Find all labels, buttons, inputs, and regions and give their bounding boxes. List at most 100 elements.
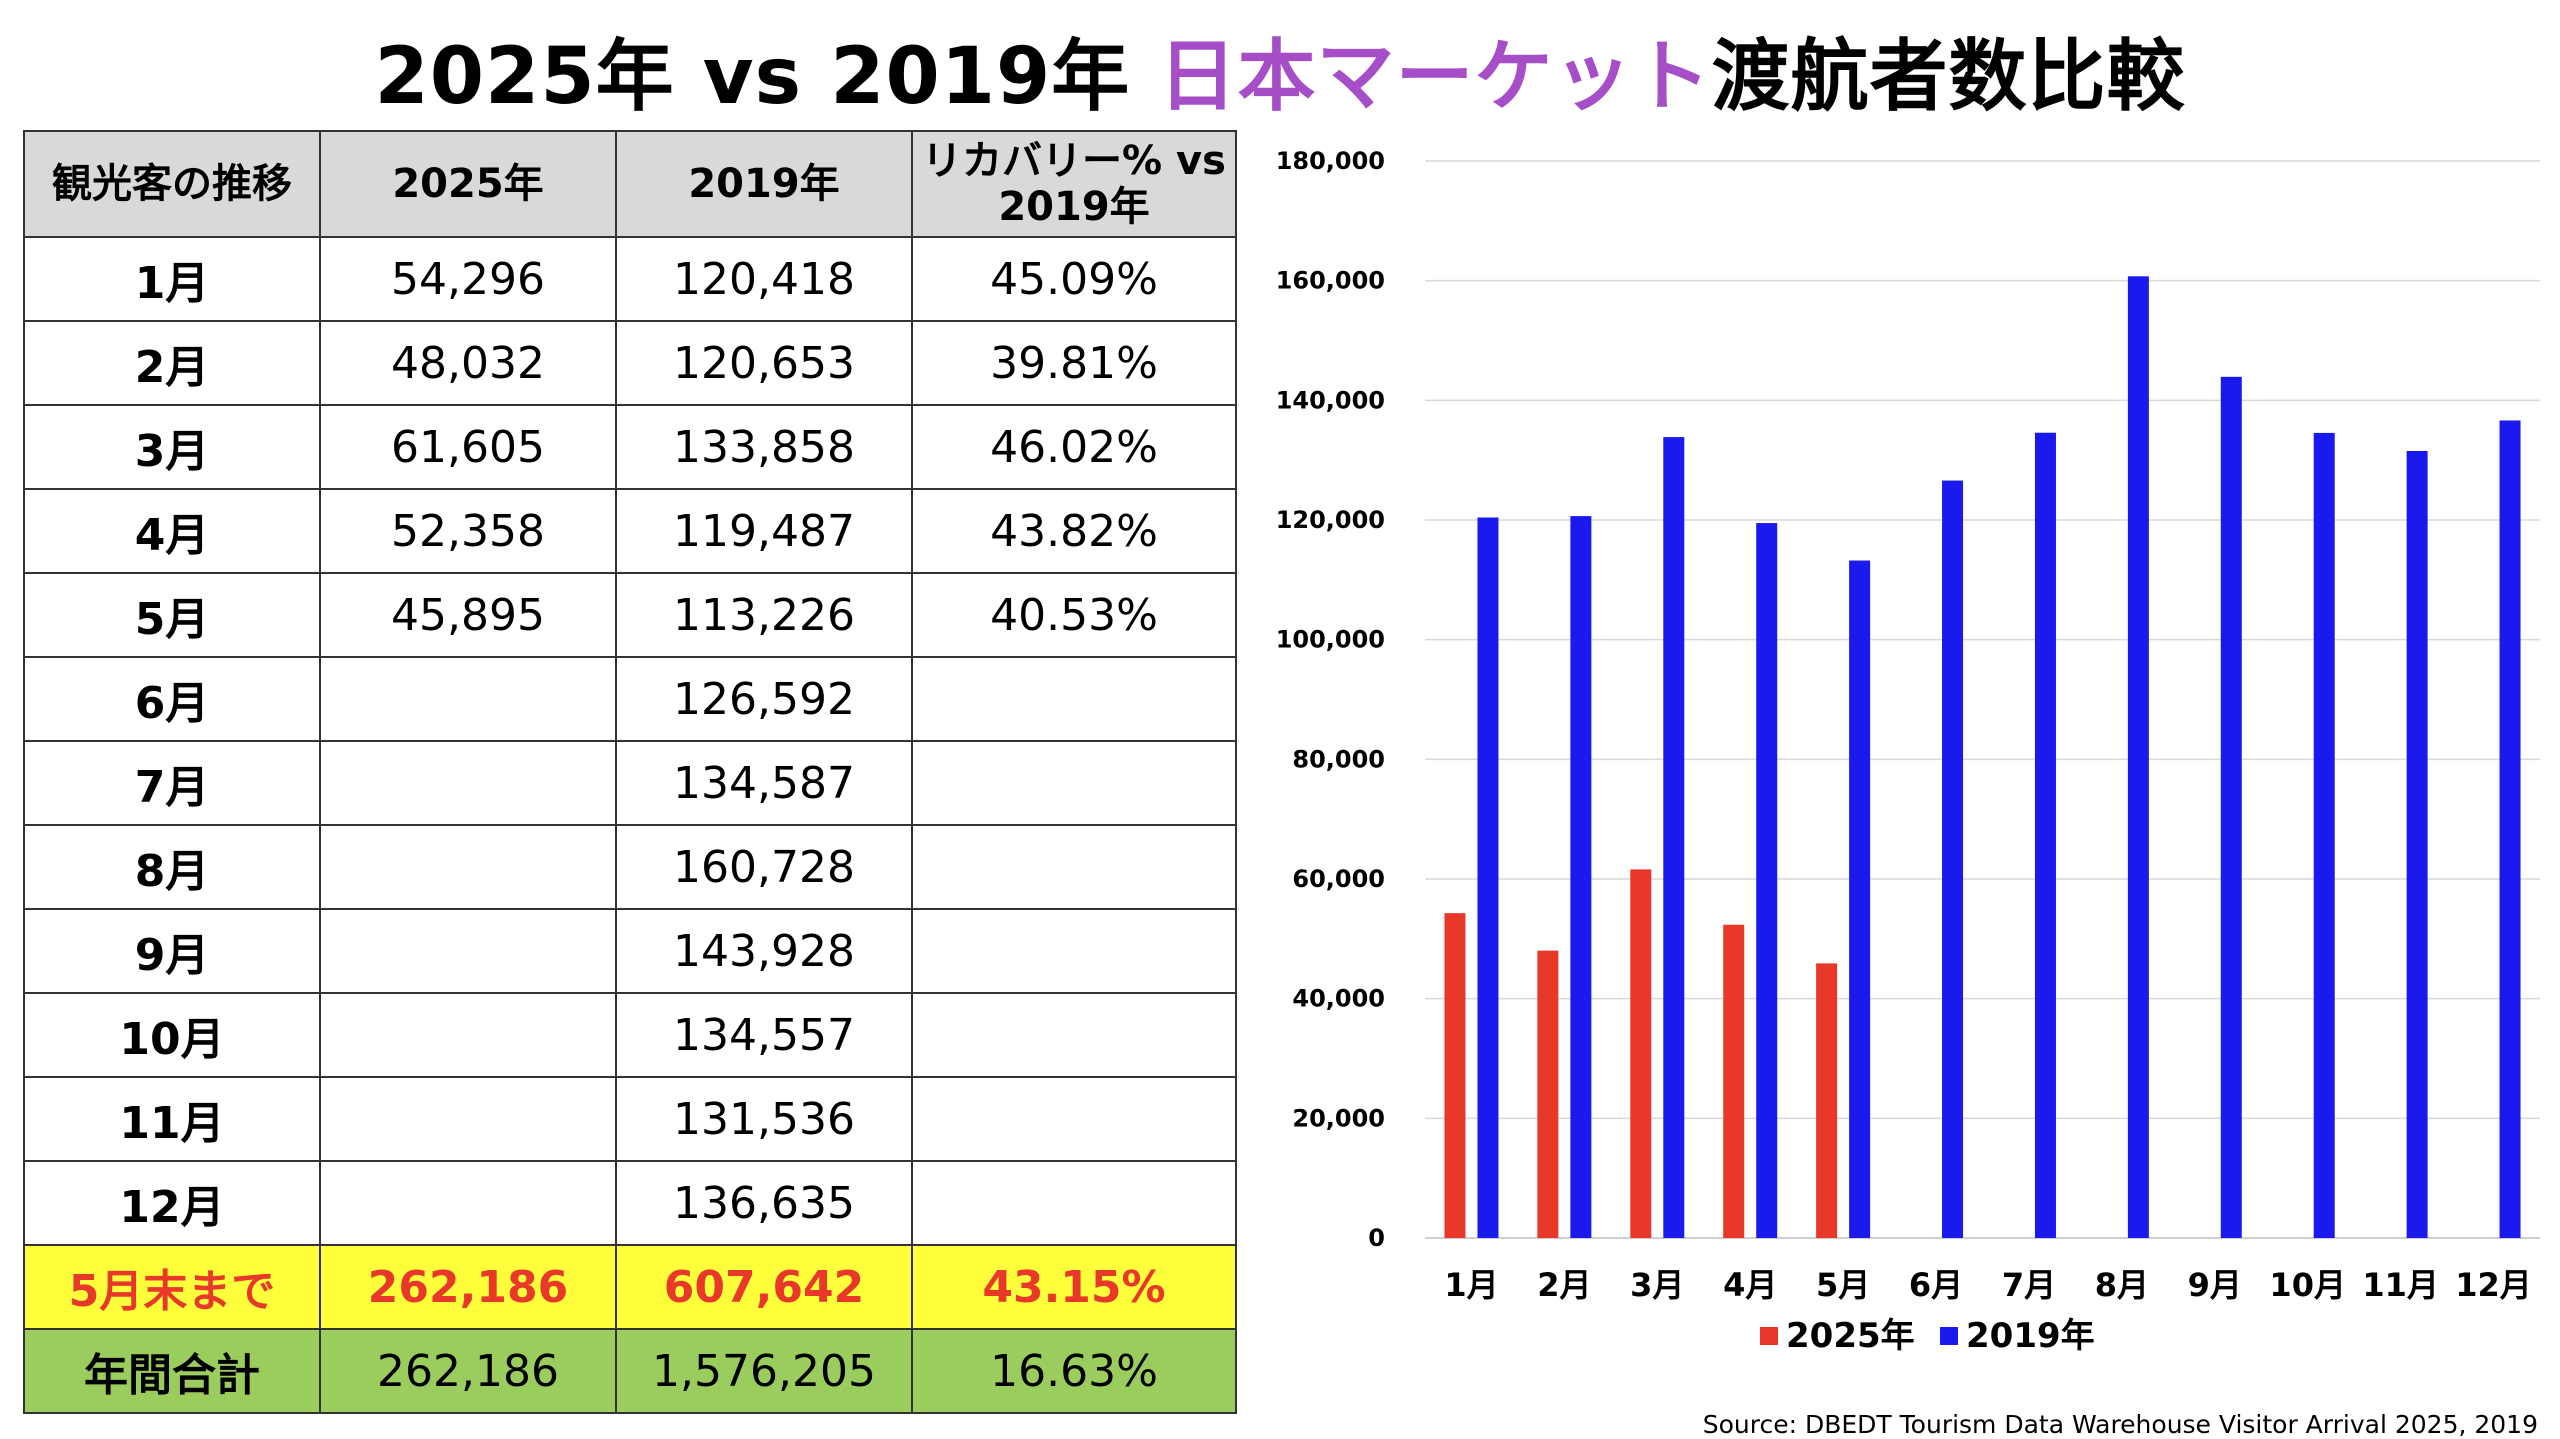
table-row: 4月 52,358 119,487 43.82% [23, 488, 1237, 574]
bar-2019 [2406, 450, 2428, 1238]
ytd-row: 5月末まで 262,186 607,642 43.15% [23, 1244, 1237, 1330]
value-2025-cell [319, 656, 617, 742]
recovery-cell: 40.53% [911, 572, 1237, 658]
header-tourist-trend: 観光客の推移 [23, 130, 321, 238]
value-2025-cell: 48,032 [319, 320, 617, 406]
ytd-label: 5月末まで [23, 1244, 321, 1330]
recovery-cell [911, 908, 1237, 994]
recovery-cell: 39.81% [911, 320, 1237, 406]
table-row: 7月 134,587 [23, 740, 1237, 826]
bar-2019 [2034, 432, 2056, 1238]
recovery-cell: 45.09% [911, 236, 1237, 322]
y-tick-label: 60,000 [1292, 865, 1385, 893]
value-2019-cell: 134,587 [615, 740, 913, 826]
annual-row: 年間合計 262,186 1,576,205 16.63% [23, 1328, 1237, 1414]
table-row: 3月 61,605 133,858 46.02% [23, 404, 1237, 490]
month-cell: 9月 [23, 908, 321, 994]
ytd-2019: 607,642 [615, 1244, 913, 1330]
value-2019-cell: 136,635 [615, 1160, 913, 1246]
month-cell: 7月 [23, 740, 321, 826]
ytd-recovery: 43.15% [911, 1244, 1237, 1330]
bar-2019 [1756, 523, 1778, 1238]
bar-2019 [2127, 276, 2149, 1238]
bar-2019 [1477, 517, 1499, 1238]
title-part2: 渡航者数比較 [1711, 32, 2186, 122]
table-body: 1月 54,296 120,418 45.09% 2月 48,032 120,653 39.8… [23, 236, 1237, 1246]
recovery-cell [911, 992, 1237, 1078]
bar-2025 [1630, 869, 1652, 1238]
recovery-cell [911, 740, 1237, 826]
x-tick-label: 3月 [1630, 1266, 1684, 1304]
month-cell: 6月 [23, 656, 321, 742]
value-2025-cell [319, 992, 617, 1078]
value-2019-cell: 119,487 [615, 488, 913, 574]
value-2025-cell [319, 908, 617, 994]
title-accent: 日本マーケット [1158, 32, 1712, 122]
title-part1: 2025年 vs 2019年 [374, 32, 1159, 122]
month-cell: 11月 [23, 1076, 321, 1162]
value-2019-cell: 131,536 [615, 1076, 913, 1162]
legend-label: 2025年 [1786, 1316, 1915, 1356]
recovery-cell: 46.02% [911, 404, 1237, 490]
x-tick-label: 11月 [2362, 1266, 2439, 1304]
visitor-table: 観光客の推移 2025年 2019年 リカバリー% vs 2019年 1月 54,… [23, 130, 1237, 1414]
x-tick-label: 2月 [1537, 1266, 1591, 1304]
bar-2025 [1444, 913, 1466, 1238]
value-2019-cell: 120,653 [615, 320, 913, 406]
header-2019: 2019年 [615, 130, 913, 238]
value-2025-cell [319, 1076, 617, 1162]
table-row: 6月 126,592 [23, 656, 1237, 742]
value-2019-cell: 143,928 [615, 908, 913, 994]
annual-2019: 1,576,205 [615, 1328, 913, 1414]
x-tick-label: 12月 [2455, 1266, 2532, 1304]
bar-2025 [1723, 924, 1745, 1238]
bar-chart: 0 20,000 40,000 60,000 80,000 100,000 120,000 1… [1276, 147, 2540, 1356]
y-tick-label: 140,000 [1276, 386, 1385, 414]
page-title: 2025年 vs 2019年 日本マーケット渡航者数比較 [0, 14, 2560, 126]
table-row: 2月 48,032 120,653 39.81% [23, 320, 1237, 406]
y-tick-label: 100,000 [1276, 626, 1385, 654]
ytd-2025: 262,186 [319, 1244, 617, 1330]
y-tick-label: 180,000 [1276, 147, 1385, 175]
value-2019-cell: 126,592 [615, 656, 913, 742]
table-header-row: 観光客の推移 2025年 2019年 リカバリー% vs 2019年 [23, 130, 1237, 238]
value-2019-cell: 133,858 [615, 404, 913, 490]
bar-2019 [1849, 560, 1871, 1238]
y-tick-label: 80,000 [1292, 745, 1385, 773]
legend-swatch [1760, 1327, 1778, 1345]
month-cell: 1月 [23, 236, 321, 322]
y-tick-label: 120,000 [1276, 506, 1385, 534]
value-2025-cell: 61,605 [319, 404, 617, 490]
recovery-cell [911, 1076, 1237, 1162]
value-2025-cell [319, 1160, 617, 1246]
x-tick-label: 7月 [2002, 1266, 2056, 1304]
header-recovery: リカバリー% vs 2019年 [911, 130, 1237, 238]
legend-label: 2019年 [1966, 1316, 2095, 1356]
source-note: Source: DBEDT Tourism Data Warehouse Vis… [1702, 1410, 2538, 1439]
table-row: 10月 134,557 [23, 992, 1237, 1078]
month-cell: 8月 [23, 824, 321, 910]
bar-2019 [2499, 420, 2521, 1238]
table-row: 8月 160,728 [23, 824, 1237, 910]
table-row: 5月 45,895 113,226 40.53% [23, 572, 1237, 658]
table-row: 1月 54,296 120,418 45.09% [23, 236, 1237, 322]
y-tick-label: 20,000 [1292, 1104, 1385, 1132]
value-2025-cell: 45,895 [319, 572, 617, 658]
bar-2019 [1663, 437, 1685, 1238]
annual-label: 年間合計 [23, 1328, 321, 1414]
bar-2019 [2220, 376, 2242, 1238]
value-2019-cell: 120,418 [615, 236, 913, 322]
value-2025-cell: 54,296 [319, 236, 617, 322]
month-cell: 4月 [23, 488, 321, 574]
recovery-cell [911, 656, 1237, 742]
annual-2025: 262,186 [319, 1328, 617, 1414]
value-2025-cell [319, 824, 617, 910]
x-tick-label: 5月 [1816, 1266, 1870, 1304]
x-tick-label: 9月 [2188, 1266, 2242, 1304]
x-tick-label: 1月 [1444, 1266, 1498, 1304]
table-row: 9月 143,928 [23, 908, 1237, 994]
value-2025-cell [319, 740, 617, 826]
value-2025-cell: 52,358 [319, 488, 617, 574]
x-tick-label: 10月 [2269, 1266, 2346, 1304]
bar-2025 [1816, 963, 1838, 1238]
